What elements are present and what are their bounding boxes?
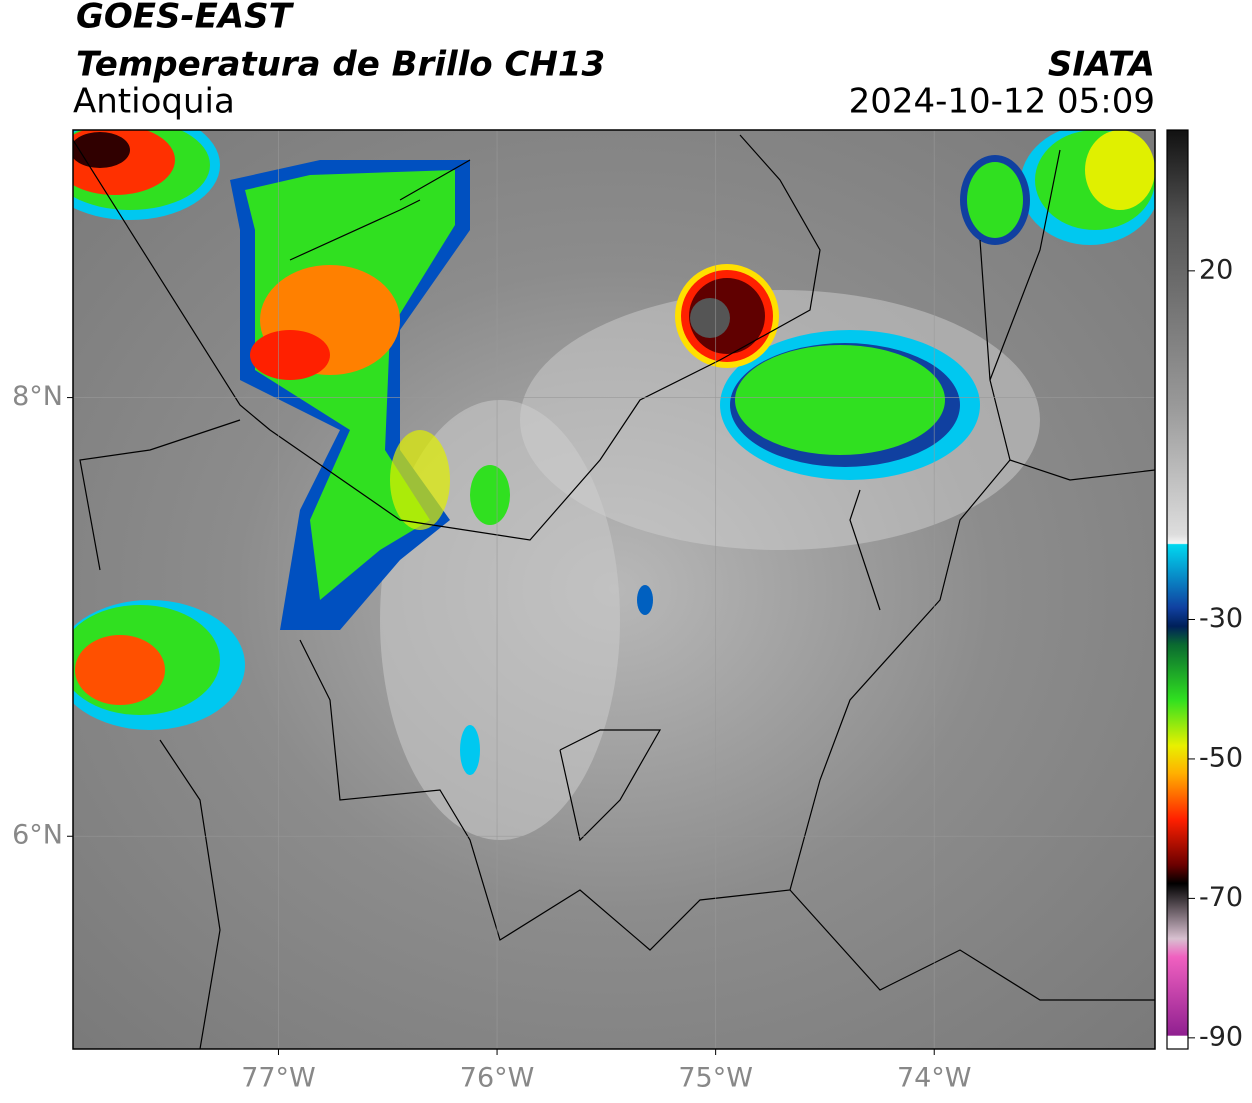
colorbar-tick-label: -70: [1199, 882, 1243, 913]
product-title: Temperatura de Brillo CH13: [76, 45, 605, 85]
datetime: 2024-10-12 05:09: [849, 82, 1155, 122]
x-tick-label: 77°W: [241, 1063, 316, 1094]
map-frame: [72, 129, 1156, 1050]
satellite-title: GOES-EAST: [76, 0, 295, 37]
colorbar-tick-label: -50: [1199, 742, 1243, 773]
y-tick-label: 6°N: [12, 820, 63, 851]
source: SIATA: [1048, 45, 1155, 85]
x-tick-label: 76°W: [460, 1063, 535, 1094]
cloud-tops: [73, 130, 1155, 775]
grid: [73, 130, 1155, 1049]
region: Antioquia: [73, 82, 235, 122]
colorbar-tick-label: -90: [1199, 1021, 1243, 1052]
colorbar: [1166, 129, 1189, 1050]
y-tick-label: 8°N: [12, 381, 63, 412]
colorbar-tick-label: 20: [1199, 254, 1233, 285]
boundaries: [73, 134, 1155, 1049]
x-tick-label: 75°W: [678, 1063, 753, 1094]
map-image: [73, 130, 1155, 1049]
x-tick-label: 74°W: [897, 1063, 972, 1094]
colorbar-tick-label: -30: [1199, 603, 1243, 634]
